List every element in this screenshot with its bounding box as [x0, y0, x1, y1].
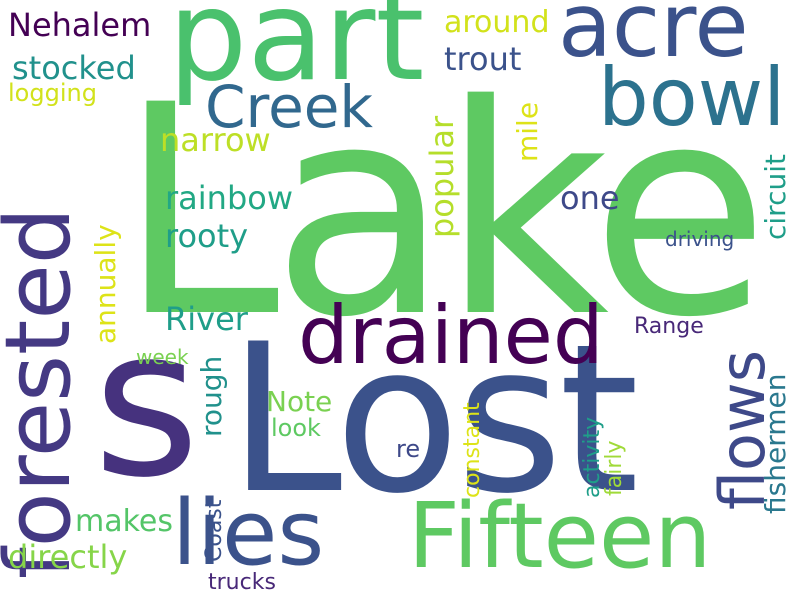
word-around: around — [444, 5, 550, 40]
word-drained: drained — [298, 289, 604, 382]
word-logging: logging — [8, 79, 97, 107]
word-look: look — [271, 414, 321, 442]
word-fairly: fairly — [602, 440, 627, 496]
word-lost: Lost — [228, 301, 639, 539]
word-one: one — [560, 179, 620, 217]
word-rooty: rooty — [165, 217, 249, 255]
word-narrow: narrow — [160, 121, 271, 159]
word-annually: annually — [89, 224, 122, 344]
word-re: re — [396, 435, 421, 463]
word-activity: activity — [580, 416, 605, 498]
word-creek: Creek — [205, 73, 374, 141]
word-s: s — [93, 285, 200, 523]
word-acre: acre — [558, 0, 749, 77]
word-mile: mile — [511, 101, 544, 162]
word-rainbow: rainbow — [165, 179, 293, 217]
word-directly: directly — [8, 538, 128, 576]
word-circuit: circuit — [759, 154, 792, 240]
word-trucks: trucks — [208, 570, 276, 595]
word-fifteen: Fifteen — [408, 484, 712, 589]
word-lake: Lake — [118, 44, 769, 381]
word-constant: constant — [460, 402, 485, 498]
word-rough: rough — [195, 355, 228, 437]
word-popular: popular — [423, 115, 461, 238]
word-lies: lies — [172, 481, 325, 586]
word-forested[interactable]: forested — [0, 207, 91, 579]
word-part: part — [168, 0, 425, 109]
word-fishermen: fishermen — [759, 373, 792, 514]
word-bowl: bowl — [598, 51, 786, 144]
word-coast: Coast — [202, 499, 227, 562]
word-range: Range — [634, 314, 704, 339]
word-river: River — [165, 300, 248, 338]
word-note: Note — [266, 385, 333, 418]
word-week: week — [136, 345, 189, 369]
word-driving: driving — [665, 227, 735, 251]
word-stocked: stocked — [12, 49, 136, 87]
word-makes: makes — [75, 504, 173, 539]
word-nehalem: Nehalem — [8, 6, 152, 44]
word-trout: trout — [444, 40, 522, 78]
